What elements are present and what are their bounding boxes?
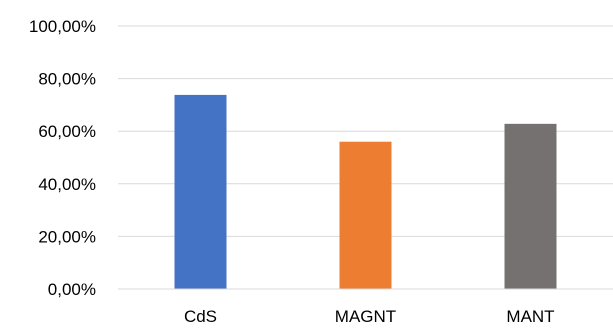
category-label-cds: CdS — [184, 307, 217, 326]
x-axis-category-labels: CdS MAGNT MANT — [184, 307, 555, 326]
y-axis-tick-labels: 0,00% 20,00% 40,00% 60,00% 80,00% 100,00% — [29, 17, 96, 299]
category-label-magnt: MAGNT — [335, 307, 396, 326]
y-tick-label: 0,00% — [48, 280, 96, 299]
bar-magnt — [339, 141, 392, 289]
bars — [174, 94, 557, 289]
bar-mant — [504, 123, 557, 289]
y-tick-label: 40,00% — [38, 175, 96, 194]
category-label-mant: MANT — [506, 307, 554, 326]
y-tick-label: 20,00% — [38, 227, 96, 246]
y-tick-label: 100,00% — [29, 17, 96, 36]
y-tick-label: 60,00% — [38, 122, 96, 141]
bar-cds — [174, 94, 227, 289]
y-tick-label: 80,00% — [38, 70, 96, 89]
